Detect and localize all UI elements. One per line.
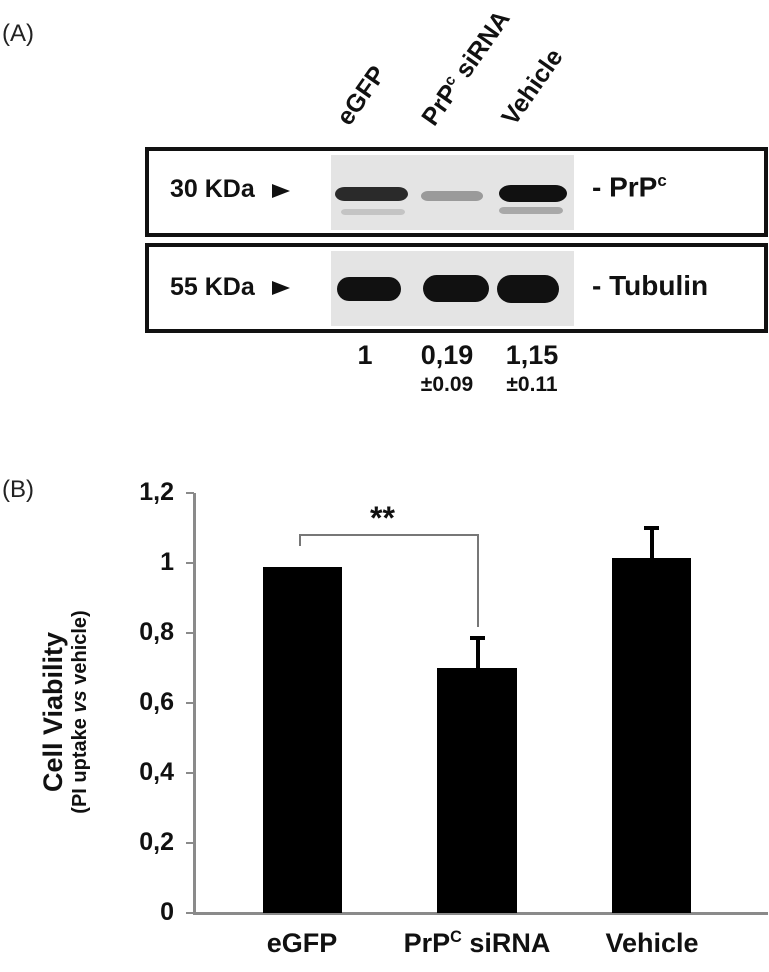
significance-marker: ** bbox=[370, 500, 395, 536]
quant-value-vehicle: 1,15 bbox=[505, 340, 559, 370]
x-label-prpc-sirna: PrPC siRNA bbox=[382, 928, 572, 959]
y-tick-mark bbox=[186, 492, 194, 494]
y-axis-line bbox=[193, 493, 196, 914]
panel-b-label: (B) bbox=[2, 476, 34, 503]
x-label-text: PrP bbox=[403, 928, 451, 958]
band-sirna-prpc bbox=[421, 191, 483, 201]
significance-bracket-right bbox=[477, 534, 479, 627]
y-axis-title: Cell Viability (PI uptake vs vehicle) bbox=[38, 552, 98, 872]
x-label-text: siRNA bbox=[461, 928, 551, 958]
x-label-vehicle: Vehicle bbox=[605, 928, 699, 958]
error-bar-vehicle bbox=[650, 528, 654, 559]
x-axis-line bbox=[193, 912, 768, 915]
y-tick-0-2: 0,2 bbox=[139, 828, 174, 856]
y-axis-title-main: Cell Viability bbox=[38, 631, 68, 793]
y-tick-1-2: 1,2 bbox=[139, 478, 174, 506]
error-cap-sirna bbox=[470, 636, 485, 640]
protein-label-prpc: - PrPc bbox=[592, 171, 667, 203]
y-tick-1: 1 bbox=[160, 548, 174, 576]
y-tick-0-4: 0,4 bbox=[139, 758, 174, 786]
y-tick-0-8: 0,8 bbox=[139, 618, 174, 646]
lane-label-text: PrP bbox=[416, 79, 464, 131]
y-subtitle-text: (PI uptake bbox=[69, 712, 91, 814]
x-label-sup: C bbox=[450, 928, 462, 946]
band-egfp-prpc bbox=[335, 187, 408, 201]
lane-label-text: Vehicle bbox=[496, 43, 569, 131]
protein-sup: c bbox=[657, 171, 667, 190]
bar-prpc-sirna bbox=[437, 668, 517, 913]
y-tick-0-6: 0,6 bbox=[139, 688, 174, 716]
band-sirna-tubulin bbox=[423, 275, 489, 302]
error-cap-vehicle bbox=[644, 526, 659, 530]
gel-strip-tubulin bbox=[331, 251, 574, 326]
y-subtitle-text: vehicle) bbox=[69, 610, 91, 691]
gel-strip-prpc bbox=[331, 155, 574, 230]
quant-sd-sirna: ±0.09 bbox=[420, 373, 474, 396]
lane-label-vehicle: Vehicle bbox=[496, 44, 569, 131]
band-egfp-minor bbox=[341, 209, 405, 215]
y-tick-mark bbox=[186, 632, 194, 634]
y-axis-subtitle: (PI uptake vs vehicle) bbox=[68, 552, 92, 872]
arrowhead-icon bbox=[272, 184, 290, 198]
significance-bracket-left bbox=[299, 534, 301, 546]
error-bar-sirna bbox=[476, 638, 480, 669]
marker-30kda: 30 KDa bbox=[170, 175, 255, 203]
arrowhead-icon bbox=[272, 281, 290, 295]
band-vehicle-prpc bbox=[499, 185, 567, 202]
band-vehicle-tubulin bbox=[497, 275, 559, 303]
y-tick-0: 0 bbox=[160, 898, 174, 926]
y-subtitle-italic: vs bbox=[69, 690, 91, 713]
bar-egfp bbox=[263, 567, 342, 913]
band-vehicle-minor bbox=[499, 207, 563, 214]
lane-label-egfp: eGFP bbox=[331, 61, 392, 131]
band-egfp-tubulin bbox=[337, 277, 401, 301]
significance-bracket bbox=[299, 534, 478, 536]
protein-text: - PrP bbox=[592, 171, 658, 203]
y-tick-mark bbox=[186, 772, 194, 774]
y-tick-mark bbox=[186, 562, 194, 564]
protein-text: - Tubulin bbox=[592, 270, 709, 301]
y-tick-mark bbox=[186, 702, 194, 704]
x-label-egfp: eGFP bbox=[266, 928, 338, 958]
y-tick-mark bbox=[186, 842, 194, 844]
y-tick-mark bbox=[186, 912, 194, 914]
protein-label-tubulin: - Tubulin bbox=[592, 270, 708, 302]
lane-label-text: siRNA bbox=[445, 5, 516, 89]
quant-value-sirna: 0,19 bbox=[420, 340, 474, 370]
quant-value-egfp: 1 bbox=[357, 340, 373, 370]
lane-label-text: eGFP bbox=[331, 60, 392, 131]
marker-55kda: 55 KDa bbox=[170, 273, 255, 301]
quant-sd-vehicle: ±0.11 bbox=[506, 373, 558, 396]
bar-vehicle bbox=[612, 558, 691, 913]
panel-a-label: (A) bbox=[2, 20, 34, 47]
